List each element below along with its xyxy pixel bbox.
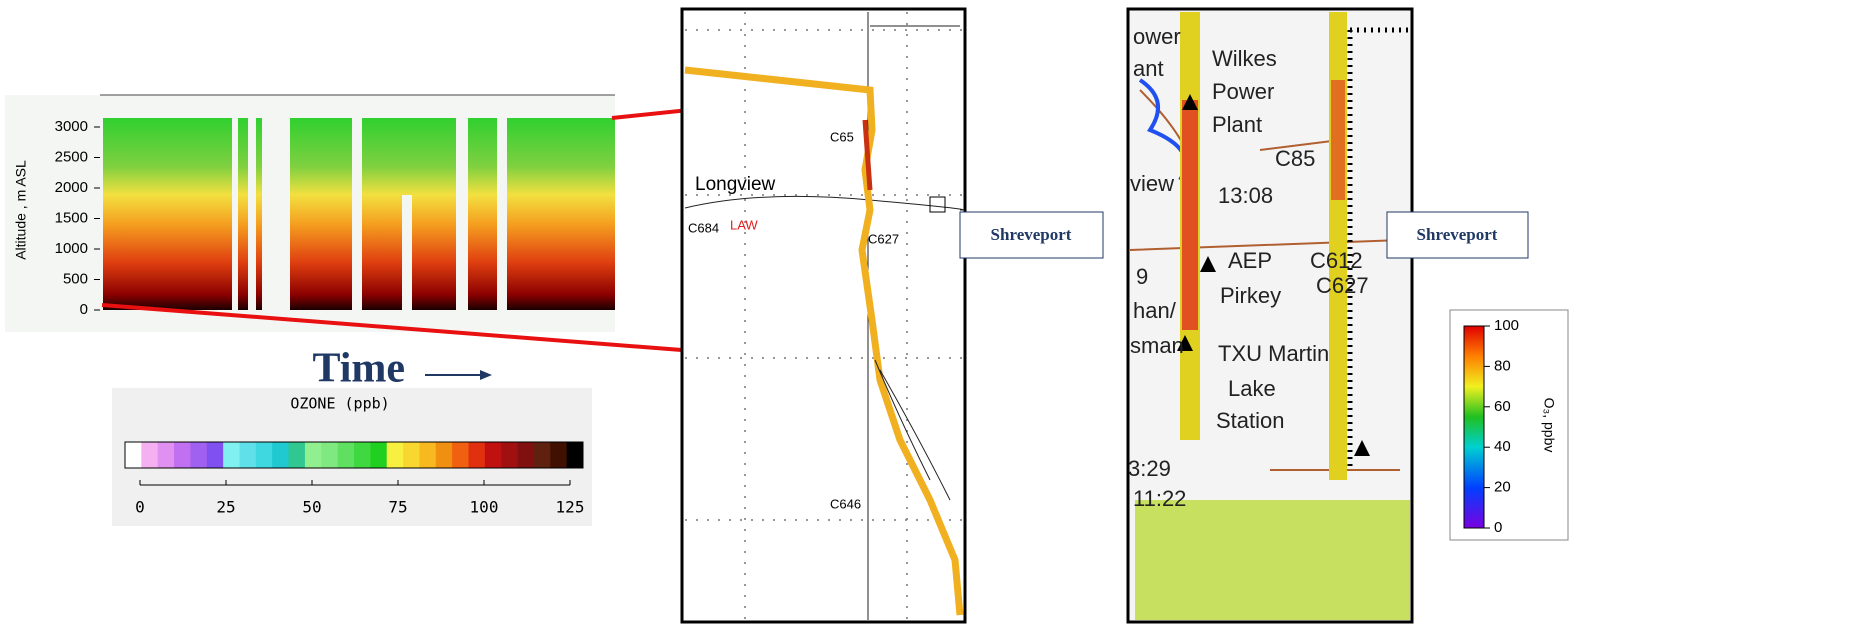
y-tick-label: 40 [1494,438,1511,455]
colorbar-segment [190,442,207,468]
place-label: Lake [1228,376,1276,401]
x-tick-label: 50 [302,498,321,517]
place-label: 3:29 [1128,456,1171,481]
colorbar-segment [338,442,355,468]
colorbar-segment [289,442,306,468]
x-tick-label: 75 [388,498,407,517]
colorbar-segment [141,442,158,468]
map-frame [682,9,965,622]
y-tick-label: 500 [63,270,88,287]
y-tick-label: 80 [1494,357,1511,374]
y-tick-label: 20 [1494,479,1511,496]
callout: Shreveport [991,225,1072,244]
y-tick-label: 3000 [55,118,88,135]
place-label: Plant [1212,112,1262,137]
colorbar-segment [567,442,584,468]
colorbar-segment [550,442,567,468]
figure: Altitude , m ASL Time OZONE (ppb) Longvi… [0,0,1854,624]
y-tick-label: 1500 [55,209,88,226]
colorbar-segments [125,442,584,468]
y-tick-label: 0 [80,301,88,318]
colorbar-segment [207,442,224,468]
callout: Shreveport [1417,225,1498,244]
y-tick-label: 1000 [55,240,88,257]
place-label: ower [1133,24,1181,49]
x-tick-label: 125 [556,498,585,517]
colorbar-segment [223,442,240,468]
place-label: Station [1216,408,1285,433]
y-axis-label: Altitude , m ASL [13,160,29,260]
place-label: han/ [1133,298,1177,323]
place-label: AEP [1228,248,1272,273]
time-label: Time [312,346,405,392]
colorbar-label: O₃, ppbv [1541,398,1557,453]
site-label: C65 [830,129,854,144]
colorbar-segment [436,442,453,468]
colorbar-segment [125,442,142,468]
map-left: Longview C65 C627 C684 LAW C646 Shrevepo… [682,9,1103,622]
colorbar-segment [501,442,518,468]
place-label: Longview [695,174,776,195]
y-tick-label: 2500 [55,148,88,165]
colorbar-segment [419,442,436,468]
colorbar-title: OZONE (ppb) [290,395,389,413]
colorbar [1464,326,1484,528]
x-tick-label: 100 [470,498,499,517]
place-label: 13:08 [1218,183,1273,208]
place-label: Power [1212,79,1274,104]
site-label: LAW [730,217,758,232]
colorbar-segment [518,442,535,468]
y-tick-label: 60 [1494,398,1511,415]
colorbar-segment [370,442,387,468]
y-tick-label: 0 [1494,519,1502,536]
place-label: C612 [1310,248,1363,273]
colorbar-segment [403,442,420,468]
colorbar-segment [321,442,338,468]
colorbar-segment [452,442,469,468]
place-label: Wilkes [1212,46,1277,71]
place-label: sman [1130,333,1184,358]
colorbar-segment [240,442,257,468]
colorbar-segment [305,442,322,468]
curtain-plot: Altitude , m ASL Time [5,95,615,392]
colorbar-segment [534,442,551,468]
site-label: C646 [830,496,861,511]
ozone-colorbar: OZONE (ppb) [112,388,592,526]
colorbar-segment [158,442,175,468]
place-label: C627 [1316,273,1369,298]
colorbar-segment [485,442,502,468]
colorbar-segment [272,442,289,468]
colorbar-segment [256,442,273,468]
site-label: C684 [688,220,719,235]
colorbar-segment [174,442,191,468]
colorbar-segment [387,442,404,468]
colorbar-segment [354,442,371,468]
place-label: 9 [1136,264,1148,289]
x-tick-label: 25 [216,498,235,517]
place-label: ant [1133,56,1164,81]
place-label: C85 [1275,146,1315,171]
time-arrowhead [480,370,492,380]
place-label: 11:22 [1133,486,1186,511]
colorbar-segment [469,442,486,468]
x-tick-label: 0 [135,498,145,517]
y-tick-label: 100 [1494,317,1519,334]
place-label: TXU Martin [1218,341,1329,366]
place-label: view [1130,171,1174,196]
site-label: C627 [868,231,899,246]
place-label: Pirkey [1220,283,1281,308]
y-tick-label: 2000 [55,179,88,196]
flight-track [1135,500,1410,620]
